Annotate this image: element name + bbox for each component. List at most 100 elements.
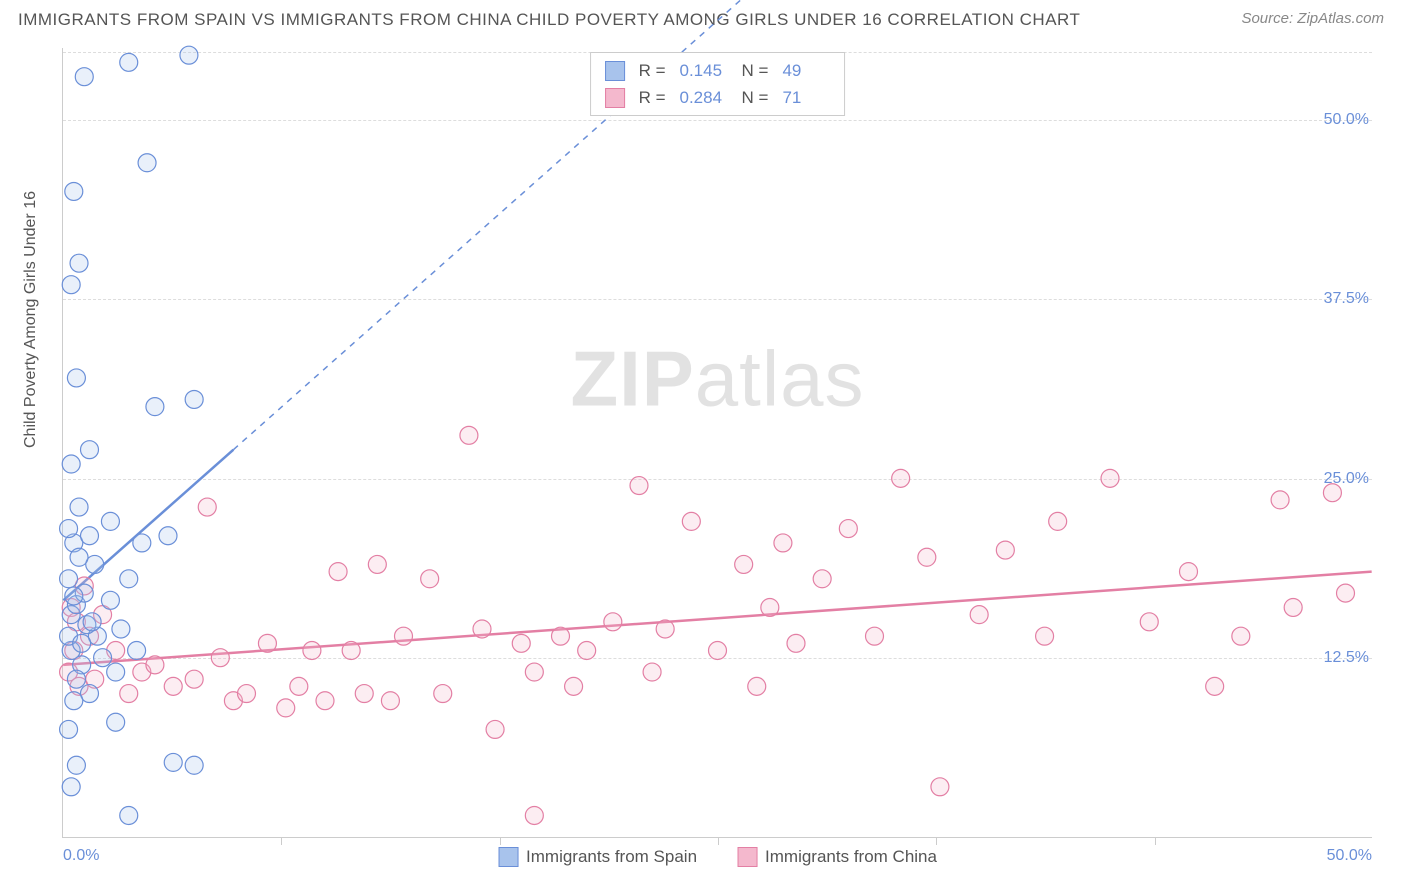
data-point-china: [1206, 677, 1224, 695]
data-point-china: [1140, 613, 1158, 631]
legend-label-spain: Immigrants from Spain: [526, 847, 697, 867]
swatch-china: [605, 88, 625, 108]
data-point-china: [290, 677, 308, 695]
data-point-china: [931, 778, 949, 796]
data-point-spain: [185, 390, 203, 408]
data-point-spain: [120, 53, 138, 71]
legend-item-spain: Immigrants from Spain: [498, 847, 697, 867]
chart-area: Child Poverty Among Girls Under 16 ZIPat…: [48, 48, 1388, 838]
data-point-china: [630, 477, 648, 495]
data-point-china: [578, 642, 596, 660]
r-value-spain: 0.145: [680, 57, 728, 84]
data-point-china: [120, 685, 138, 703]
data-point-china: [1180, 563, 1198, 581]
data-point-spain: [70, 548, 88, 566]
data-point-spain: [65, 587, 83, 605]
data-point-spain: [83, 613, 101, 631]
data-point-china: [486, 720, 504, 738]
data-point-china: [787, 634, 805, 652]
source-attribution: Source: ZipAtlas.com: [1241, 10, 1384, 27]
data-point-spain: [94, 649, 112, 667]
x-tick: [1155, 837, 1156, 845]
r-value-china: 0.284: [680, 84, 728, 111]
plot-region: ZIPatlas 12.5%25.0%37.5%50.0% R = 0.145 …: [62, 48, 1372, 838]
data-point-china: [238, 685, 256, 703]
data-point-china: [866, 627, 884, 645]
data-point-china: [1036, 627, 1054, 645]
data-point-china: [525, 806, 543, 824]
data-point-china: [1271, 491, 1289, 509]
data-point-china: [381, 692, 399, 710]
data-point-china: [211, 649, 229, 667]
data-point-spain: [65, 692, 83, 710]
x-min-label: 0.0%: [63, 847, 99, 865]
n-label: N =: [742, 84, 769, 111]
data-point-china: [565, 677, 583, 695]
data-point-china: [434, 685, 452, 703]
r-label: R =: [639, 57, 666, 84]
data-point-china: [303, 642, 321, 660]
data-point-china: [813, 570, 831, 588]
data-point-spain: [133, 534, 151, 552]
data-point-china: [682, 512, 700, 530]
data-point-spain: [62, 778, 80, 796]
chart-title: IMMIGRANTS FROM SPAIN VS IMMIGRANTS FROM…: [18, 10, 1080, 30]
x-tick: [500, 837, 501, 845]
data-point-china: [604, 613, 622, 631]
data-point-china: [421, 570, 439, 588]
data-point-china: [185, 670, 203, 688]
data-point-china: [996, 541, 1014, 559]
data-point-spain: [62, 455, 80, 473]
n-value-china: 71: [782, 84, 830, 111]
data-point-spain: [120, 570, 138, 588]
series-legend: Immigrants from Spain Immigrants from Ch…: [498, 847, 937, 867]
data-point-spain: [185, 756, 203, 774]
data-point-china: [1323, 484, 1341, 502]
data-point-china: [277, 699, 295, 717]
data-point-spain: [67, 670, 85, 688]
data-point-china: [258, 634, 276, 652]
data-point-china: [512, 634, 530, 652]
data-point-china: [970, 606, 988, 624]
data-point-spain: [73, 634, 91, 652]
data-point-china: [918, 548, 936, 566]
n-label: N =: [742, 57, 769, 84]
data-point-china: [146, 656, 164, 674]
data-point-china: [735, 555, 753, 573]
swatch-china-icon: [737, 847, 757, 867]
data-point-spain: [60, 570, 78, 588]
data-point-china: [839, 520, 857, 538]
data-point-china: [892, 469, 910, 487]
data-point-spain: [60, 720, 78, 738]
data-point-spain: [120, 806, 138, 824]
data-point-china: [198, 498, 216, 516]
data-point-spain: [159, 527, 177, 545]
data-point-china: [164, 677, 182, 695]
data-point-spain: [67, 369, 85, 387]
data-point-china: [1232, 627, 1250, 645]
data-point-china: [355, 685, 373, 703]
scatter-svg: [63, 48, 1372, 837]
swatch-spain: [605, 61, 625, 81]
data-point-china: [368, 555, 386, 573]
data-point-china: [761, 598, 779, 616]
data-point-spain: [146, 398, 164, 416]
data-point-spain: [62, 276, 80, 294]
data-point-spain: [81, 441, 99, 459]
data-point-spain: [75, 68, 93, 86]
legend-label-china: Immigrants from China: [765, 847, 937, 867]
data-point-china: [774, 534, 792, 552]
data-point-spain: [101, 512, 119, 530]
data-point-china: [656, 620, 674, 638]
x-tick: [718, 837, 719, 845]
data-point-china: [342, 642, 360, 660]
data-point-china: [1049, 512, 1067, 530]
data-point-spain: [128, 642, 146, 660]
data-point-china: [643, 663, 661, 681]
data-point-spain: [65, 182, 83, 200]
data-point-china: [316, 692, 334, 710]
correlation-legend: R = 0.145 N = 49 R = 0.284 N = 71: [590, 52, 846, 116]
data-point-china: [460, 426, 478, 444]
data-point-china: [525, 663, 543, 681]
data-point-china: [1284, 598, 1302, 616]
